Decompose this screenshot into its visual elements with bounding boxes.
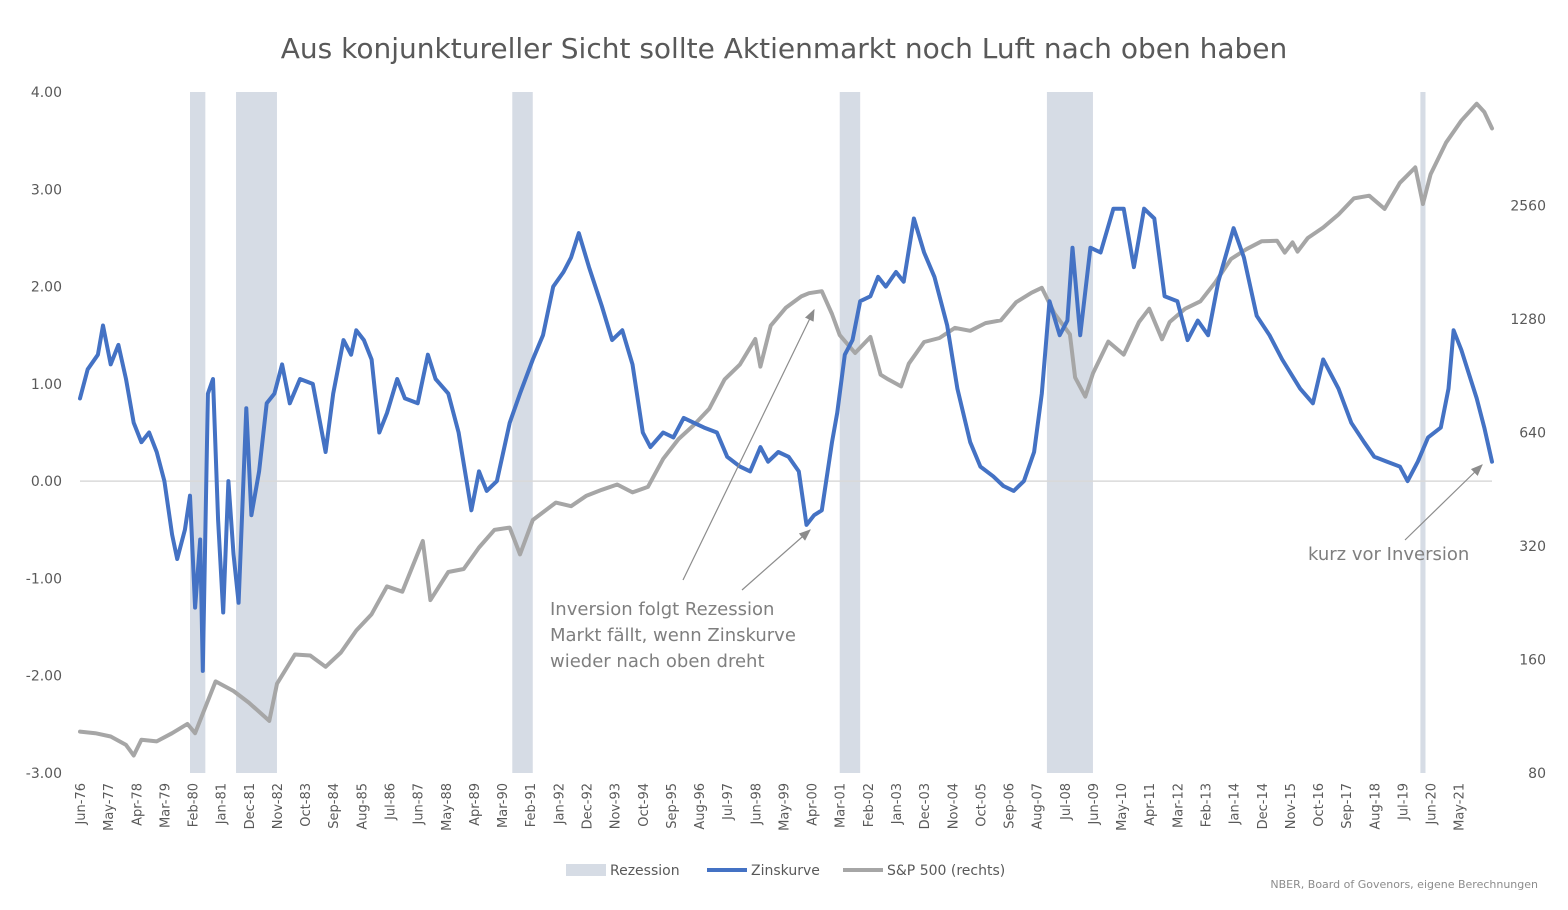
legend: Rezession Zinskurve S&P 500 (rechts) — [566, 863, 1005, 879]
annotation-arrow — [1404, 464, 1483, 541]
x-tick-label: Oct-16 — [1312, 783, 1327, 827]
right-tick-label: 160 — [1519, 653, 1546, 669]
x-tick-label: Dec-14 — [1256, 783, 1271, 829]
x-tick-label: Mar-12 — [1171, 783, 1186, 828]
x-tick-label: Oct-83 — [299, 783, 314, 827]
x-tick-label: Feb-91 — [524, 783, 539, 827]
x-tick-label: May-99 — [777, 783, 792, 831]
right-tick-label: 80 — [1528, 766, 1546, 782]
right-tick-label: 1280 — [1510, 312, 1546, 328]
recession-band — [1420, 92, 1426, 773]
x-tick-label: Jun-20 — [1425, 783, 1440, 826]
x-tick-label: Feb-13 — [1200, 783, 1215, 827]
x-tick-label: Aug-96 — [693, 783, 708, 830]
x-tick-label: Apr-11 — [1143, 783, 1158, 826]
x-tick-label: Feb-02 — [862, 783, 877, 827]
x-tick-label: Sep-95 — [665, 783, 680, 829]
x-tick-label: Aug-07 — [1031, 783, 1046, 830]
x-tick-label: Jan-81 — [215, 783, 230, 825]
left-tick-label: 1.00 — [31, 377, 62, 393]
x-tick-label: May-77 — [102, 783, 117, 831]
x-tick-label: Nov-15 — [1284, 783, 1299, 829]
x-tick-label: Jan-92 — [552, 783, 567, 825]
x-tick-label: Jun-98 — [749, 783, 764, 826]
x-tick-label: Sep-84 — [327, 783, 342, 829]
legend-label: S&P 500 (rechts) — [887, 863, 1005, 879]
series-lines — [78, 101, 1494, 758]
x-tick-label: Jan-03 — [890, 783, 905, 825]
zinskurve-line — [78, 206, 1494, 673]
source-note: NBER, Board of Govenors, eigene Berechnu… — [1270, 878, 1538, 891]
x-tick-label: Sep-06 — [1003, 783, 1018, 829]
x-tick-label: Mar-01 — [834, 783, 849, 828]
x-tick-label: Jul-97 — [721, 783, 736, 821]
recession-band — [236, 92, 277, 773]
left-tick-label: 2.00 — [31, 280, 62, 296]
right-axis: 80 160 320 640 1280 2560 — [1510, 199, 1546, 783]
annotation-text: Markt fällt, wenn Zinskurve — [550, 625, 796, 646]
annotation-text: kurz vor Inversion — [1308, 544, 1469, 565]
recession-band — [839, 92, 861, 773]
x-tick-label: Nov-93 — [609, 783, 624, 829]
left-tick-label: 4.00 — [31, 85, 62, 101]
x-tick-label: Dec-92 — [580, 783, 595, 829]
x-tick-label: May-10 — [1115, 783, 1130, 831]
annotation-arrow — [741, 529, 811, 591]
x-tick-label: Nov-04 — [946, 783, 961, 829]
left-tick-label: -3.00 — [26, 766, 62, 782]
x-tick-label: Jun-87 — [412, 783, 427, 826]
x-tick-label: Dec-81 — [243, 783, 258, 829]
annotation-text: Inversion folgt Rezession — [550, 599, 774, 620]
right-tick-label: 320 — [1519, 539, 1546, 555]
recession-band — [1046, 92, 1093, 773]
annotations: Inversion folgt Rezession Markt fällt, we… — [550, 308, 1483, 672]
x-tick-label: Mar-90 — [496, 783, 511, 828]
x-tick-label: Feb-80 — [187, 783, 202, 827]
x-tick-label: Nov-82 — [271, 783, 286, 829]
left-tick-label: 3.00 — [31, 182, 62, 198]
x-tick-label: Jun-09 — [1087, 783, 1102, 826]
x-tick-label: Apr-89 — [468, 783, 483, 826]
left-tick-label: -1.00 — [26, 571, 62, 587]
x-tick-label: Jun-76 — [74, 783, 89, 826]
annotation-arrow — [682, 308, 815, 581]
chart-title: Aus konjunktureller Sicht sollte Aktienm… — [281, 32, 1288, 65]
x-tick-label: May-88 — [440, 783, 455, 831]
x-tick-label: Sep-17 — [1340, 783, 1355, 829]
legend-label: Zinskurve — [751, 863, 820, 879]
left-axis: -3.00 -2.00 -1.00 0.00 1.00 2.00 3.00 4.00 — [26, 85, 62, 782]
x-tick-label: Jul-19 — [1396, 783, 1411, 821]
legend-swatch — [566, 864, 606, 876]
x-tick-label: Jan-14 — [1228, 783, 1243, 825]
recession-band — [512, 92, 533, 773]
x-tick-label: Mar-79 — [158, 783, 173, 828]
legend-label: Rezession — [610, 863, 680, 879]
annotation-text: wieder nach oben dreht — [550, 651, 765, 672]
x-tick-label: Jul-08 — [1059, 783, 1074, 821]
x-tick-label: Jul-86 — [384, 783, 399, 821]
left-tick-label: -2.00 — [26, 669, 62, 685]
sp500-line — [78, 101, 1494, 758]
x-tick-label: Aug-18 — [1368, 783, 1383, 830]
x-tick-label: Aug-85 — [355, 783, 370, 830]
x-tick-label: Apr-78 — [130, 783, 145, 826]
x-tick-label: Oct-05 — [974, 783, 989, 827]
x-tick-label: Dec-03 — [918, 783, 933, 829]
right-tick-label: 2560 — [1510, 199, 1546, 215]
x-tick-label: May-21 — [1453, 783, 1468, 831]
left-tick-label: 0.00 — [31, 474, 62, 490]
x-tick-label: Apr-00 — [806, 783, 821, 826]
right-tick-label: 640 — [1519, 426, 1546, 442]
x-tick-label: Oct-94 — [637, 783, 652, 827]
x-axis: Jun-76 May-77 Apr-78 Mar-79 Feb-80 Jan-81 Dec-… — [74, 783, 1468, 831]
